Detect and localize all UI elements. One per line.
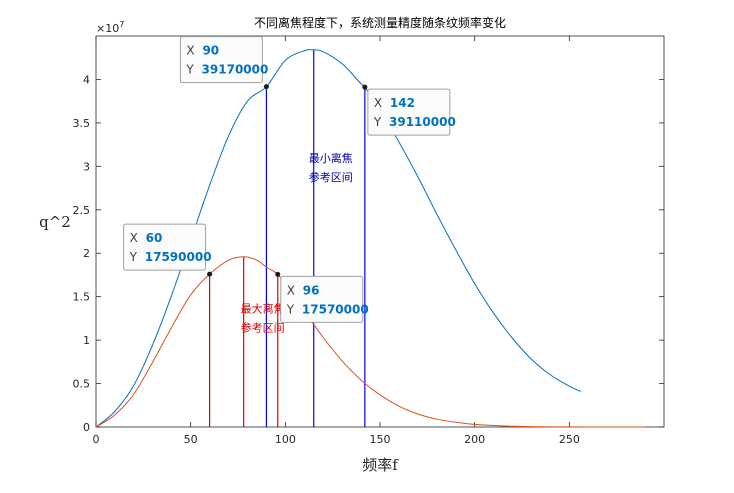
y-tick-label: 1	[83, 334, 90, 347]
data-tip-y-row: Y 39110000	[373, 115, 456, 129]
y-tick-label: 2	[83, 247, 90, 260]
data-tip-x-key: X	[186, 44, 198, 58]
data-tip-y-row: Y 39170000	[185, 63, 268, 77]
x-tick-label: 200	[464, 433, 485, 446]
x-tick-label: 100	[275, 433, 296, 446]
y-axis-ticks: 0 0.5 1 1.5 2 2.5 3 3.5 4	[73, 73, 664, 434]
data-tip-box	[123, 223, 207, 271]
data-tip-x-key: X	[374, 96, 386, 110]
data-tip-x-key: X	[130, 231, 142, 245]
data-tip-y-value: 39170000	[202, 63, 269, 77]
data-tip-marker	[207, 271, 213, 277]
data-tip-y-row: Y 17570000	[286, 302, 369, 316]
x-tick-label: 0	[93, 433, 100, 446]
y-axis-label: q^2	[39, 213, 71, 231]
y-tick-label: 0.5	[73, 378, 91, 391]
y-tick-label: 1.5	[73, 291, 91, 304]
data-tip-x-row: X 142	[374, 96, 415, 110]
data-tip: X 96 Y 17570000	[275, 271, 369, 323]
data-tip: X 142 Y 39110000	[362, 84, 456, 136]
data-tip-y-value: 17570000	[302, 302, 369, 316]
data-tip: X 60 Y 17590000	[123, 223, 213, 277]
data-tip-x-key: X	[287, 283, 299, 297]
data-tip-y-key: Y	[185, 63, 197, 77]
series-line-2	[95, 256, 646, 428]
data-tip-y-row: Y 17590000	[129, 250, 212, 264]
x-tick-label: 250	[559, 433, 580, 446]
data-tip-x-value: 96	[303, 283, 320, 297]
y-tick-label: 0	[83, 421, 90, 434]
data-tip-y-key: Y	[373, 115, 385, 129]
reference-lines	[209, 49, 366, 427]
data-tip-x-row: X 60	[130, 231, 163, 245]
data-tip-x-row: X 96	[287, 283, 320, 297]
annotation-line2: 参考区间	[241, 320, 285, 334]
y-tick-label: 2.5	[73, 204, 91, 217]
data-tip-x-value: 60	[146, 231, 163, 245]
data-tip-y-key: Y	[286, 302, 298, 316]
annotation-line2: 参考区间	[309, 170, 353, 184]
data-tip-y-value: 17590000	[145, 250, 212, 264]
annotation-line1: 最大离焦	[241, 301, 285, 315]
y-exponent-power: 7	[119, 20, 124, 29]
annotation-line1: 最小离焦	[309, 151, 353, 165]
data-tip: X 90 Y 39170000	[179, 36, 269, 90]
data-tip-marker	[263, 84, 269, 90]
data-tip-box	[367, 88, 451, 136]
x-tick-label: 150	[370, 433, 391, 446]
data-tip-x-value: 90	[202, 44, 219, 58]
data-tip-box	[179, 36, 263, 84]
data-tip-x-row: X 90	[186, 44, 219, 58]
x-axis-label: 频率f	[362, 456, 399, 474]
data-tip-marker	[275, 271, 281, 277]
y-tick-label: 3.5	[73, 117, 91, 130]
y-exponent-base: ×107	[96, 20, 124, 35]
y-tick-label: 3	[83, 160, 90, 173]
x-axis-ticks: 0 50 100 150 200 250	[93, 36, 580, 446]
y-tick-label: 4	[83, 73, 90, 86]
chart-title: 不同离焦程度下，系统测量精度随条纹频率变化	[254, 15, 506, 30]
data-tip-marker	[362, 84, 368, 90]
data-tip-y-key: Y	[129, 250, 141, 264]
data-tip-box	[280, 275, 364, 323]
data-tip-x-value: 142	[390, 96, 415, 110]
x-tick-label: 50	[184, 433, 198, 446]
data-tip-y-value: 39110000	[389, 115, 456, 129]
